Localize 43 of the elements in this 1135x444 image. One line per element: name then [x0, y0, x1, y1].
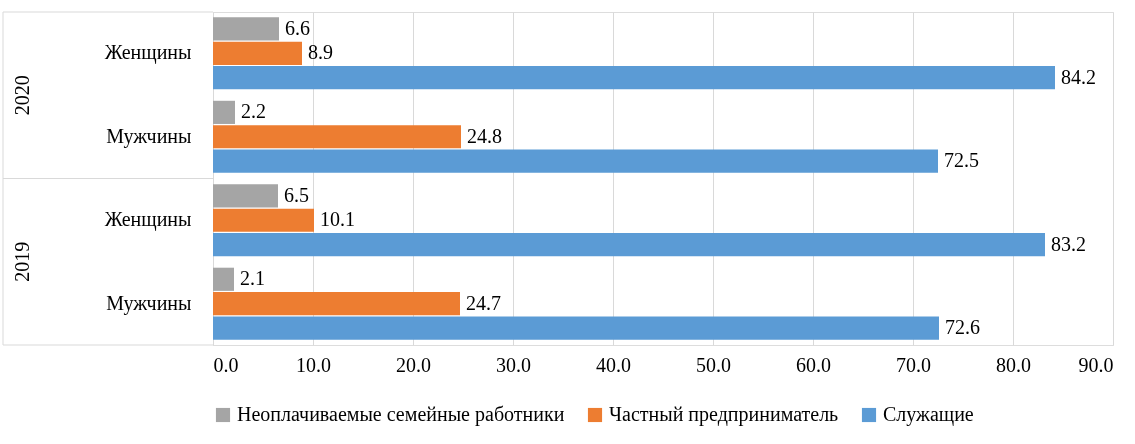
- bar: [213, 267, 234, 291]
- bar: [213, 149, 938, 173]
- bar: [213, 233, 1045, 257]
- x-tick-label: 80.0: [996, 353, 1031, 376]
- y-tick-label: Мужчины: [106, 124, 192, 148]
- data-label: 2.2: [241, 100, 266, 123]
- x-tick-label: 20.0: [396, 353, 431, 376]
- data-label: 72.5: [944, 149, 979, 172]
- data-label: 10.1: [320, 208, 355, 231]
- legend-label: Служащие: [883, 403, 974, 426]
- bar: [213, 66, 1055, 90]
- x-tick-label: 30.0: [496, 353, 531, 376]
- bar: [213, 41, 302, 65]
- data-label: 2.1: [240, 267, 265, 290]
- x-tick-label: 60.0: [796, 353, 831, 376]
- x-tick-label: 70.0: [896, 353, 931, 376]
- data-label: 72.6: [945, 316, 980, 339]
- legend-label: Неоплачиваемые семейные работники: [237, 403, 565, 426]
- y-tick-label: Женщины: [104, 41, 192, 65]
- bar: [213, 208, 314, 232]
- text: 2020: [11, 75, 33, 116]
- text: 2019: [11, 241, 33, 282]
- data-label: 24.8: [467, 124, 502, 147]
- data-label: 8.9: [308, 41, 333, 64]
- bar: [213, 100, 235, 124]
- y-tick-label: Мужчины: [106, 291, 192, 315]
- legend-label: Частный предприниматель: [609, 403, 839, 426]
- x-tick-label: 90.0: [1078, 353, 1114, 376]
- bar: [213, 316, 939, 340]
- bar: [213, 184, 278, 208]
- x-tick-label: 0.0: [213, 353, 239, 376]
- x-tick-label: 40.0: [596, 353, 631, 376]
- data-label: 83.2: [1051, 232, 1086, 255]
- bar: [213, 292, 460, 316]
- bar: [213, 125, 461, 149]
- x-tick-label: 50.0: [696, 353, 731, 376]
- bar: [213, 17, 279, 41]
- data-label: 84.2: [1061, 65, 1096, 88]
- data-label: 24.7: [466, 291, 501, 314]
- data-label: 6.6: [285, 16, 310, 39]
- y-tick-label: Женщины: [104, 208, 192, 232]
- data-label: 6.5: [284, 183, 309, 206]
- x-tick-label: 10.0: [296, 353, 331, 376]
